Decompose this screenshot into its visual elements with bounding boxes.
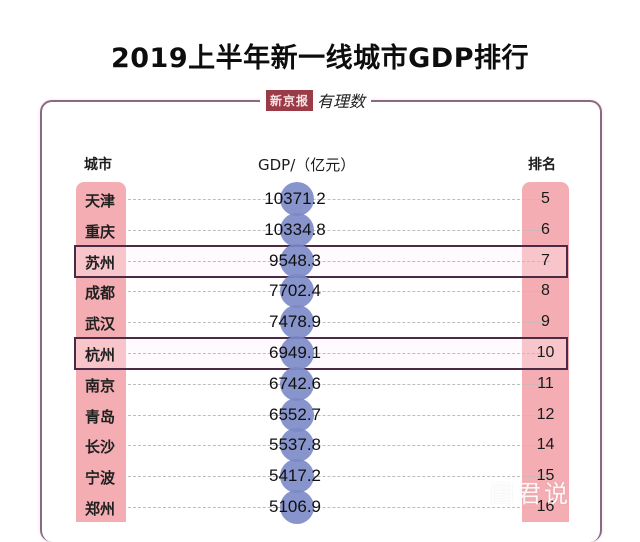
- table-row: 南京 6742.6 11: [0, 366, 640, 401]
- city-name: 郑州: [85, 500, 116, 518]
- dotted-leader: [128, 322, 550, 324]
- gdp-value: 7478.9: [269, 312, 321, 332]
- column-header-rank: 排名: [528, 157, 556, 173]
- dotted-leader: [128, 476, 550, 478]
- table-row: 成都 7702.4 8: [0, 274, 640, 309]
- chart-title: 2019上半年新一线城市GDP排行: [110, 43, 529, 74]
- rank-value: 14: [536, 436, 555, 454]
- column-header-gdp: GDP/（亿元）: [258, 156, 356, 174]
- gdp-value: 5537.8: [269, 435, 321, 455]
- gdp-bubble: [280, 212, 314, 247]
- gdp-value: 6949.1: [269, 343, 321, 362]
- source-logo: 新京报 有理数: [260, 89, 372, 111]
- rank-value: 6: [541, 220, 550, 238]
- rank-value: 12: [536, 405, 555, 423]
- table-row: 宁波 5417.2 15: [0, 459, 640, 494]
- gdp-bubble: [280, 397, 314, 432]
- gdp-bubble: [280, 305, 314, 340]
- city-name: 成都: [85, 284, 116, 303]
- gdp-bubble: [280, 366, 314, 401]
- logo-box: 新京报: [266, 89, 314, 111]
- rank-value: 5: [541, 190, 550, 207]
- dotted-leader: [128, 260, 550, 262]
- table-row: 苏州 9548.3 7: [0, 243, 640, 278]
- city-name: 重庆: [85, 222, 116, 241]
- table-row: 杭州 6949.1 10: [0, 336, 640, 370]
- gdp-value: 7702.4: [269, 281, 321, 301]
- rank-value: 7: [541, 251, 550, 269]
- gdp-value: 5417.2: [269, 466, 321, 486]
- dotted-leader: [128, 445, 550, 447]
- gdp-bubble: [280, 428, 314, 463]
- rank-value: 15: [536, 467, 555, 485]
- table-row: 天津 10371.2 5: [0, 182, 640, 216]
- dotted-leader: [128, 383, 550, 385]
- city-name: 长沙: [85, 438, 116, 457]
- gdp-value: 6552.7: [269, 404, 321, 424]
- city-name: 宁波: [85, 469, 116, 488]
- city-name: 天津: [85, 192, 116, 210]
- table-row: 青岛 6552.7 12: [0, 397, 640, 432]
- rank-value: 9: [541, 313, 550, 331]
- table-row: 重庆 10334.8 6: [0, 212, 640, 247]
- city-name: 武汉: [85, 315, 116, 334]
- gdp-value: 10334.8: [264, 219, 326, 239]
- rank-value: 11: [537, 374, 554, 392]
- dotted-leader: [128, 414, 550, 416]
- dotted-leader: [128, 199, 550, 200]
- city-name: 南京: [85, 376, 116, 395]
- table-row: 武汉 7478.9 9: [0, 305, 640, 340]
- gdp-value: 5106.9: [269, 497, 321, 516]
- dotted-leader: [128, 229, 550, 231]
- table-row: 长沙 5537.8 14: [0, 428, 640, 463]
- gdp-bubble: [280, 336, 314, 370]
- logo-script: 有理数: [317, 92, 366, 111]
- city-name: 青岛: [85, 407, 116, 426]
- watermark: 圈君说: [490, 480, 571, 508]
- dotted-leader: [128, 291, 550, 293]
- rank-value: 10: [536, 344, 555, 361]
- dotted-leader: [128, 353, 550, 354]
- gdp-bubble: [280, 182, 314, 216]
- city-name: 杭州: [85, 346, 116, 364]
- gdp-bubble: [280, 459, 314, 494]
- city-column-band: [76, 182, 126, 522]
- column-header-city: 城市: [84, 157, 112, 173]
- gdp-value: 10371.2: [264, 189, 326, 208]
- rank-value: 8: [541, 282, 550, 300]
- gdp-bubble: [280, 243, 314, 278]
- gdp-value: 9548.3: [269, 250, 321, 270]
- gdp-bubble: [280, 274, 314, 309]
- rank-column-band: [522, 182, 569, 522]
- city-name: 苏州: [85, 253, 116, 272]
- gdp-value: 6742.6: [269, 373, 321, 393]
